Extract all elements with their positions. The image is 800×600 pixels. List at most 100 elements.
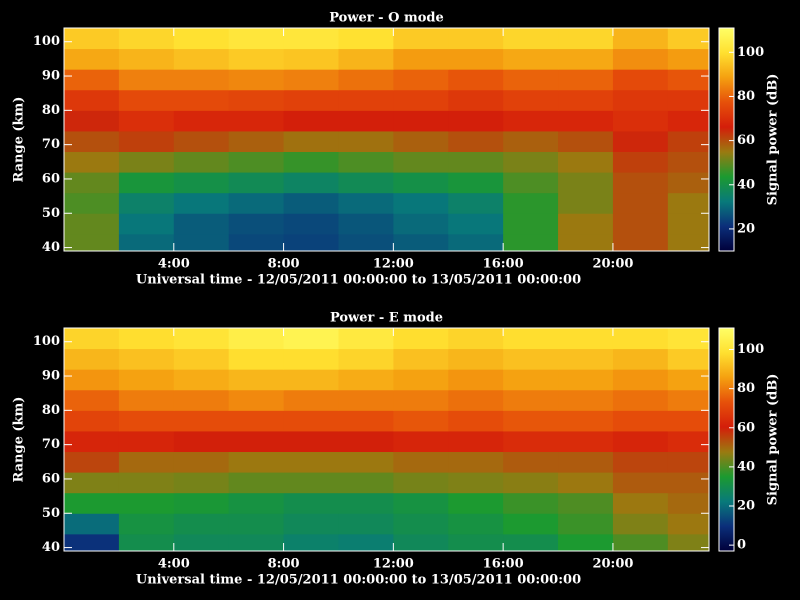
heatmap-cell	[612, 430, 669, 453]
heatmap-cell	[667, 430, 709, 453]
heatmap-cell	[503, 348, 559, 370]
heatmap-cell	[667, 513, 709, 535]
y-tick-label: 50	[42, 206, 60, 221]
x-tick-label: 16:00	[483, 557, 524, 572]
heatmap-cell	[228, 233, 285, 251]
heatmap-cell	[612, 172, 669, 194]
heatmap-cell	[667, 533, 709, 551]
colorbar-tick-label: 60	[737, 420, 755, 435]
heatmap-cell	[612, 389, 669, 411]
heatmap-cell	[667, 28, 709, 50]
heatmap-cell	[448, 348, 504, 370]
heatmap-cell	[338, 110, 394, 132]
heatmap-cell	[228, 348, 285, 370]
heatmap-cell	[667, 389, 709, 411]
heatmap-cell	[118, 492, 175, 514]
heatmap-cell	[667, 130, 709, 153]
heatmap-cell	[173, 472, 230, 494]
heatmap-cell	[338, 130, 394, 153]
heatmap-cell	[64, 513, 120, 535]
heatmap-cell	[667, 69, 709, 91]
colorbar	[718, 27, 735, 252]
heatmap-cell	[283, 389, 339, 411]
colorbar	[718, 327, 735, 552]
heatmap-cell	[228, 389, 285, 411]
y-tick-label: 70	[42, 437, 60, 452]
heatmap-cell	[503, 233, 559, 251]
heatmap-cell	[667, 328, 709, 350]
heatmap-cell	[228, 151, 285, 173]
heatmap-cell	[503, 410, 559, 432]
heatmap-cell	[118, 389, 175, 411]
heatmap-cell	[448, 451, 504, 473]
heatmap-cell	[667, 451, 709, 473]
heatmap-cell	[393, 28, 449, 50]
heatmap-cell	[558, 172, 614, 194]
colorbar-tick-label: 40	[737, 459, 755, 474]
heatmap-cell	[393, 430, 449, 453]
heatmap-cell	[558, 389, 614, 411]
heatmap-cell	[338, 69, 394, 91]
heatmap-cell	[393, 513, 449, 535]
heatmap-cell	[448, 472, 504, 494]
heatmap-cell	[118, 151, 175, 173]
heatmap-cell	[612, 328, 669, 350]
heatmap-cell	[393, 533, 449, 551]
heatmap-cell	[667, 369, 709, 391]
heatmap-cell	[667, 48, 709, 70]
heatmap-cell	[558, 451, 614, 473]
heatmap-cell	[283, 151, 339, 173]
heatmap-cell	[338, 430, 394, 453]
heatmap-cell	[503, 213, 559, 235]
heatmap-cell	[283, 110, 339, 132]
heatmap-cell	[173, 130, 230, 153]
heatmap-cell	[503, 110, 559, 132]
heatmap-cell	[503, 430, 559, 453]
y-tick-label: 90	[42, 369, 60, 384]
heatmap-cell	[448, 172, 504, 194]
heatmap-cell	[448, 89, 504, 111]
heatmap-cell	[667, 110, 709, 132]
heatmap-cell	[228, 492, 285, 514]
heatmap-cell	[612, 69, 669, 91]
heatmap-cell	[64, 28, 120, 50]
heatmap-cell	[64, 369, 120, 391]
heatmap-cell	[393, 348, 449, 370]
heatmap-cell	[503, 533, 559, 551]
heatmap-cell	[503, 48, 559, 70]
heatmap-cell	[448, 213, 504, 235]
heatmap-cell	[612, 410, 669, 432]
x-tick-label: 12:00	[373, 557, 414, 572]
heatmap-cell	[448, 151, 504, 173]
heatmap-cell	[118, 89, 175, 111]
heatmap-cell	[64, 110, 120, 132]
heatmap-cell	[64, 348, 120, 370]
heatmap-cell	[118, 28, 175, 50]
heatmap-cell	[283, 410, 339, 432]
heatmap-cell	[612, 130, 669, 153]
heatmap-cell	[393, 233, 449, 251]
colorbar-tick-label: 100	[737, 342, 764, 357]
colorbar-tick-label: 80	[737, 381, 755, 396]
chart-title: Power - E mode	[330, 311, 443, 326]
heatmap-cell	[228, 472, 285, 494]
heatmap-cell	[118, 110, 175, 132]
heatmap-cell	[558, 233, 614, 251]
heatmap-cell	[612, 28, 669, 50]
colorbar-tick-label: 40	[737, 177, 755, 192]
heatmap-cell	[612, 492, 669, 514]
heatmap-cell	[448, 69, 504, 91]
heatmap-cell	[393, 472, 449, 494]
heatmap-cell	[448, 410, 504, 432]
heatmap-cell	[173, 110, 230, 132]
heatmap-cell	[503, 192, 559, 214]
heatmap-cell	[612, 192, 669, 214]
heatmap-cell	[283, 513, 339, 535]
y-tick-label: 80	[42, 103, 60, 118]
panel: Power - O mode 4:00 8:00 12:00 16:00 20:00 40 5…	[12, 11, 781, 288]
heatmap-cell	[448, 389, 504, 411]
heatmap-cell	[338, 213, 394, 235]
heatmap-cell	[558, 130, 614, 153]
heatmap-cell	[503, 369, 559, 391]
